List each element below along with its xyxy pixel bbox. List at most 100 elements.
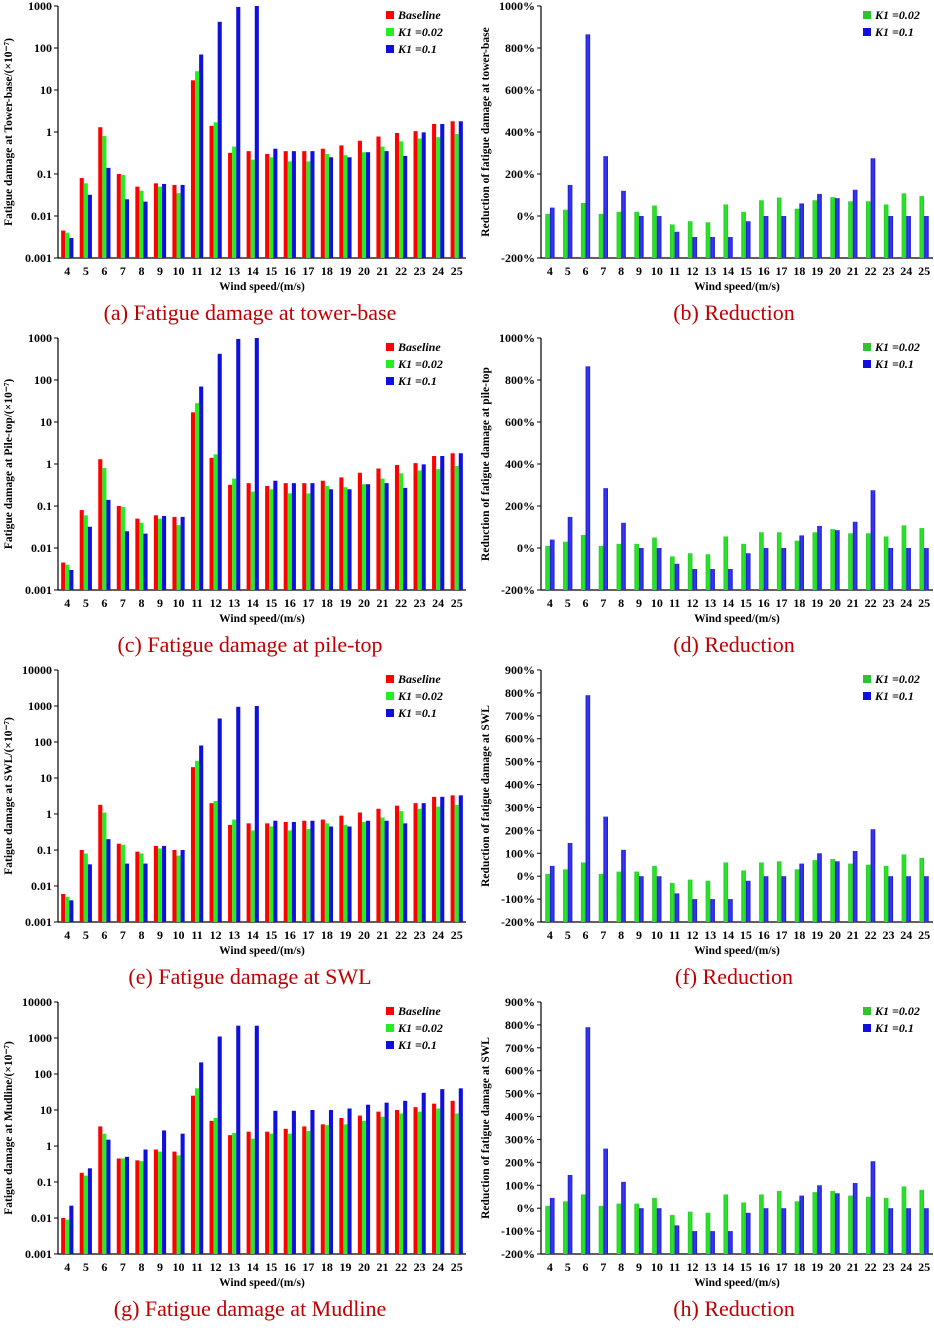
bar xyxy=(265,1131,270,1254)
bar xyxy=(180,850,185,922)
x-tick-label: 25 xyxy=(451,928,463,942)
bar xyxy=(417,808,422,922)
x-tick-label: 11 xyxy=(669,928,680,942)
bar xyxy=(394,805,400,922)
panel-caption: (e) Fatigue damage at SWL xyxy=(128,964,371,989)
bar xyxy=(924,876,929,922)
y-tick-label: 600% xyxy=(505,732,535,746)
bar xyxy=(545,213,550,258)
bar xyxy=(598,545,604,590)
bar xyxy=(710,569,715,590)
bar xyxy=(621,522,626,590)
bar xyxy=(357,140,362,258)
bar xyxy=(236,706,241,922)
bar xyxy=(102,468,107,590)
x-axis-label: Wind speed/(m/s) xyxy=(694,945,780,957)
bar xyxy=(901,1186,907,1254)
bar xyxy=(639,876,644,922)
chart-panel-c: 0.001 0.01 0.1 1 10 100 1000 4 5 6 7 8 9 10 11 12 13 14 15… xyxy=(0,331,467,664)
legend-swatch xyxy=(386,675,394,683)
legend-label: K1 =0.02 xyxy=(874,340,920,354)
y-tick-label: 300% xyxy=(505,1132,535,1146)
bar xyxy=(567,184,573,258)
x-tick-label: 7 xyxy=(600,928,606,942)
bar xyxy=(139,190,144,258)
bar xyxy=(417,470,422,590)
bar xyxy=(116,843,121,922)
x-tick-label: 19 xyxy=(811,596,823,610)
bar xyxy=(852,850,858,922)
bar xyxy=(65,232,70,258)
bar xyxy=(135,186,140,258)
bar xyxy=(399,1113,404,1254)
x-tick-label: 9 xyxy=(636,596,642,610)
bar xyxy=(652,537,657,590)
x-tick-label: 11 xyxy=(669,264,680,278)
bar xyxy=(320,819,325,922)
bar xyxy=(436,806,441,922)
legend-label: K1 =0.1 xyxy=(874,689,914,703)
bar xyxy=(246,483,251,590)
bar xyxy=(621,190,626,258)
bar xyxy=(273,820,278,922)
bar xyxy=(380,146,385,258)
bar xyxy=(670,556,675,590)
x-tick-label: 23 xyxy=(414,928,426,942)
x-tick-label: 19 xyxy=(811,1260,823,1274)
bar xyxy=(79,510,84,590)
bar xyxy=(361,1120,367,1254)
chart-panel-h: -200% -100% 0% 100% 200% 300% 400% 500% 600% 700%… xyxy=(467,995,934,1328)
bar xyxy=(79,1172,84,1254)
x-tick-label: 15 xyxy=(265,928,277,942)
x-tick-label: 12 xyxy=(210,264,222,278)
legend-swatch xyxy=(386,11,394,19)
bar xyxy=(776,197,782,258)
x-tick-label: 21 xyxy=(377,928,389,942)
bar xyxy=(269,157,274,258)
bar xyxy=(413,1107,418,1254)
chart-panel-b: -200% 0% 200% 400% 600% 800% 1000% 4 5 6 7 8 9 10 11 12… xyxy=(467,0,934,332)
bar xyxy=(324,1125,329,1254)
legend-label: K1 =0.1 xyxy=(397,374,437,388)
bar xyxy=(217,1036,222,1254)
x-tick-label: 23 xyxy=(882,1260,894,1274)
x-tick-label: 10 xyxy=(651,1260,663,1274)
bar xyxy=(380,817,385,922)
bar xyxy=(692,899,698,922)
bar xyxy=(320,148,325,258)
x-tick-label: 6 xyxy=(101,928,107,942)
legend-swatch xyxy=(386,360,394,368)
bar xyxy=(343,1124,348,1254)
bar xyxy=(835,198,840,258)
bar xyxy=(380,1116,385,1254)
bar xyxy=(870,158,876,258)
y-tick-label: 0% xyxy=(517,1201,535,1215)
legend-label: Baseline xyxy=(397,8,441,22)
x-tick-label: 15 xyxy=(265,596,277,610)
bar xyxy=(545,873,550,922)
bar xyxy=(639,548,644,590)
y-tick-label: 200% xyxy=(505,1155,535,1169)
bar xyxy=(120,174,125,258)
bar xyxy=(432,124,437,258)
x-tick-label: 14 xyxy=(722,596,734,610)
bar xyxy=(157,1151,163,1254)
bar xyxy=(403,823,408,922)
bar xyxy=(417,138,422,258)
x-axis-label: Wind speed/(m/s) xyxy=(219,281,305,293)
bar xyxy=(458,1088,463,1254)
x-tick-label: 11 xyxy=(669,1260,680,1274)
bar xyxy=(924,1208,929,1254)
x-tick-label: 23 xyxy=(414,1260,426,1274)
panel-caption: (f) Reduction xyxy=(675,964,793,989)
bar xyxy=(567,1174,573,1254)
y-tick-label: 600% xyxy=(505,1064,535,1078)
bar xyxy=(413,131,418,258)
bar xyxy=(339,1117,344,1254)
bar xyxy=(283,1128,288,1254)
legend-swatch xyxy=(863,28,871,36)
bar xyxy=(906,216,911,258)
y-tick-label: 200% xyxy=(505,167,535,181)
y-tick-label: -200% xyxy=(501,915,535,929)
bar xyxy=(217,353,222,590)
